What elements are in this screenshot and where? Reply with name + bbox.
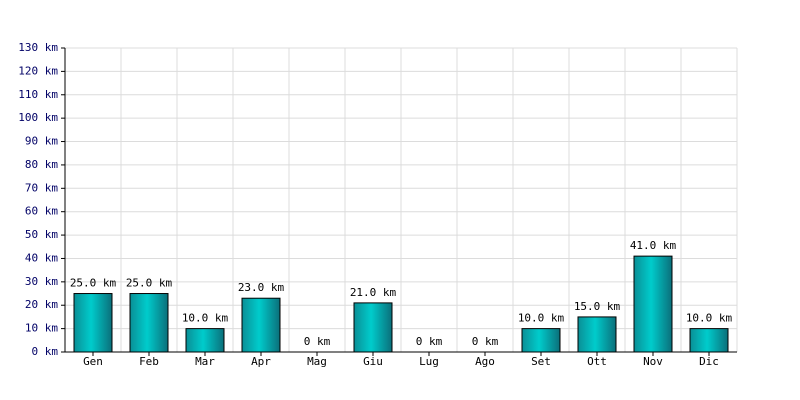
value-label: 41.0 km [630, 239, 677, 252]
y-tick-label: 60 km [25, 205, 58, 218]
value-label: 23.0 km [238, 281, 285, 294]
bar [633, 255, 673, 353]
y-tick-label: 100 km [18, 111, 58, 124]
value-label: 10.0 km [518, 312, 565, 325]
y-tick-label: 50 km [25, 228, 58, 241]
y-tick-label: 20 km [25, 298, 58, 311]
bar [241, 297, 281, 353]
x-tick-label: Nov [643, 355, 663, 368]
value-label: 0 km [472, 335, 499, 348]
value-label: 21.0 km [350, 286, 397, 299]
y-tick-label: 80 km [25, 158, 58, 171]
x-tick-label: Feb [139, 355, 159, 368]
x-tick-label: Mar [195, 355, 215, 368]
bar [73, 293, 113, 353]
value-label: 25.0 km [126, 277, 173, 290]
x-tick-label: Giu [363, 355, 383, 368]
x-tick-label: Ott [587, 355, 607, 368]
x-tick-label: Dic [699, 355, 719, 368]
y-tick-label: 30 km [25, 275, 58, 288]
y-tick-label: 130 km [18, 41, 58, 54]
x-tick-label: Mag [307, 355, 327, 368]
y-tick-label: 90 km [25, 135, 58, 148]
value-label: 0 km [304, 335, 331, 348]
x-tick-label: Lug [419, 355, 439, 368]
value-label: 25.0 km [70, 277, 117, 290]
y-tick-label: 0 km [32, 345, 59, 358]
x-tick-label: Gen [83, 355, 103, 368]
bar [185, 328, 225, 353]
bar [129, 293, 169, 353]
value-label: 10.0 km [182, 312, 229, 325]
value-label: 15.0 km [574, 300, 621, 313]
bar [353, 302, 393, 353]
bar [689, 328, 729, 353]
y-tick-label: 40 km [25, 251, 58, 264]
bar [577, 316, 617, 353]
x-tick-label: Ago [475, 355, 495, 368]
y-tick-label: 120 km [18, 64, 58, 77]
y-tick-label: 10 km [25, 322, 58, 335]
value-label: 0 km [416, 335, 443, 348]
x-tick-label: Set [531, 355, 551, 368]
x-tick-label: Apr [251, 355, 271, 368]
bar [521, 328, 561, 353]
y-tick-label: 110 km [18, 88, 58, 101]
value-label: 10.0 km [686, 312, 733, 325]
y-tick-label: 70 km [25, 181, 58, 194]
